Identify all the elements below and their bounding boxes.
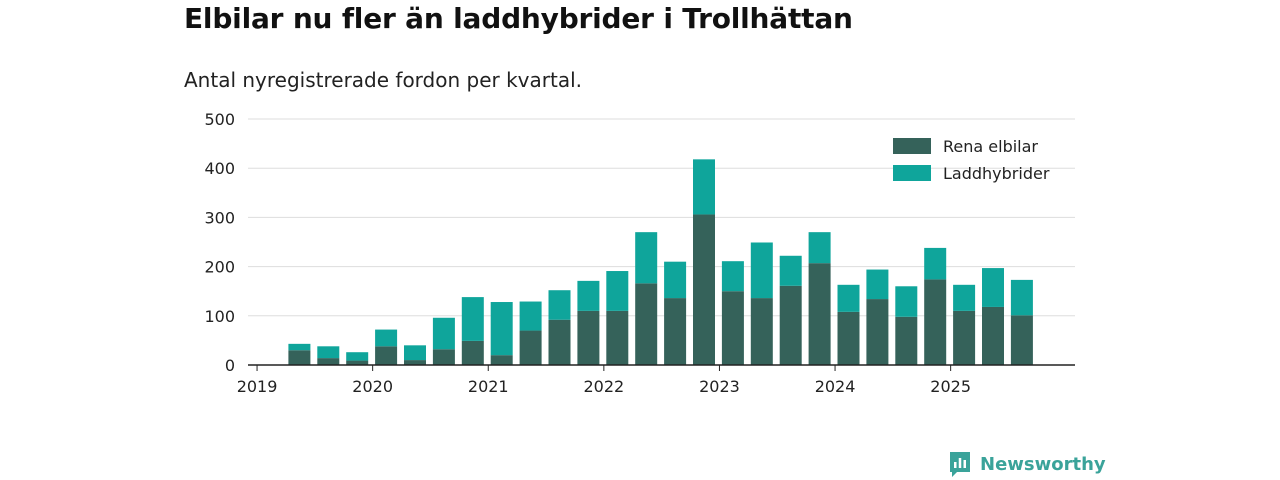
- y-tick-label: 300: [204, 208, 235, 227]
- bar-laddhybrider: [288, 343, 311, 351]
- bar-rena-elbilar: [1010, 315, 1033, 365]
- bar-rena-elbilar: [606, 310, 629, 365]
- brand-logo: Newsworthy: [948, 450, 1106, 478]
- bar-laddhybrider: [1010, 279, 1033, 316]
- bar-rena-elbilar: [346, 360, 369, 365]
- y-tick-label: 500: [204, 110, 235, 129]
- bar-rena-elbilar: [953, 310, 976, 365]
- legend-swatch-laddhybrider: [893, 165, 931, 181]
- bar-laddhybrider: [895, 286, 918, 317]
- bar-laddhybrider: [519, 301, 542, 331]
- bar-laddhybrider: [924, 247, 947, 280]
- chart-title: Elbilar nu fler än laddhybrider i Trollh…: [184, 2, 853, 35]
- bar-laddhybrider: [461, 297, 484, 341]
- y-tick-label: 0: [225, 356, 235, 375]
- bar-laddhybrider: [606, 271, 629, 311]
- x-tick-label: 2022: [583, 377, 624, 396]
- bar-rena-elbilar: [924, 279, 947, 365]
- bar-laddhybrider: [404, 345, 426, 361]
- bar-laddhybrider: [375, 329, 398, 347]
- x-tick-label: 2021: [468, 377, 509, 396]
- bar-laddhybrider: [548, 290, 571, 320]
- bar-rena-elbilar: [404, 360, 426, 365]
- bar-rena-elbilar: [808, 263, 831, 365]
- legend-label-rena-elbilar: Rena elbilar: [943, 137, 1038, 156]
- legend-swatch-rena-elbilar: [893, 138, 931, 154]
- bar-rena-elbilar: [664, 298, 687, 365]
- bar-laddhybrider: [664, 261, 687, 299]
- bar-rena-elbilar: [317, 358, 340, 365]
- x-tick-label: 2025: [930, 377, 971, 396]
- bar-rena-elbilar: [519, 330, 542, 365]
- bar-rena-elbilar: [721, 291, 744, 365]
- x-tick-label: 2023: [699, 377, 740, 396]
- x-tick-label: 2019: [237, 377, 278, 396]
- newsworthy-logo-icon: [950, 452, 970, 477]
- bar-rena-elbilar: [837, 311, 860, 365]
- x-tick-label: 2024: [815, 377, 856, 396]
- bar-rena-elbilar: [779, 285, 802, 365]
- x-tick-label: 2020: [352, 377, 393, 396]
- bar-rena-elbilar: [375, 346, 398, 365]
- legend-label-laddhybrider: Laddhybrider: [943, 164, 1050, 183]
- bar-rena-elbilar: [866, 299, 889, 365]
- bar-rena-elbilar: [490, 355, 513, 365]
- bar-laddhybrider: [866, 269, 889, 300]
- bar-rena-elbilar: [693, 214, 715, 365]
- bar-laddhybrider: [577, 280, 600, 311]
- bar-rena-elbilar: [432, 349, 455, 365]
- bar-laddhybrider: [721, 261, 744, 292]
- chart-subtitle: Antal nyregistrerade fordon per kvartal.: [184, 68, 583, 92]
- bar-laddhybrider: [490, 302, 513, 356]
- bar-rena-elbilar: [895, 316, 918, 365]
- y-tick-label: 200: [204, 258, 235, 277]
- bar-rena-elbilar: [288, 350, 311, 365]
- brand-name: Newsworthy: [980, 453, 1106, 475]
- bar-rena-elbilar: [635, 283, 658, 365]
- x-axis: 2019 2020 2021 2022 2023 2024 2025: [237, 364, 1075, 396]
- bar-rena-elbilar: [982, 306, 1004, 365]
- legend: Rena elbilar Laddhybrider: [893, 137, 1050, 183]
- bar-laddhybrider: [808, 232, 831, 264]
- bars: [288, 159, 1033, 365]
- bar-laddhybrider: [953, 284, 976, 311]
- bar-laddhybrider: [837, 284, 860, 312]
- y-tick-label: 400: [204, 159, 235, 178]
- y-tick-label: 100: [204, 307, 235, 326]
- bar-laddhybrider: [693, 159, 715, 215]
- bar-rena-elbilar: [750, 298, 773, 365]
- bar-laddhybrider: [317, 346, 340, 359]
- bar-laddhybrider: [750, 242, 773, 299]
- bar-laddhybrider: [982, 268, 1004, 307]
- bar-laddhybrider: [779, 255, 802, 286]
- bar-laddhybrider: [432, 317, 455, 350]
- bar-rena-elbilar: [461, 340, 484, 365]
- bar-rena-elbilar: [548, 319, 571, 365]
- bar-laddhybrider: [346, 352, 369, 361]
- bar-laddhybrider: [635, 232, 658, 284]
- bar-rena-elbilar: [577, 310, 600, 365]
- y-axis: 0 100 200 300 400 500: [204, 110, 235, 375]
